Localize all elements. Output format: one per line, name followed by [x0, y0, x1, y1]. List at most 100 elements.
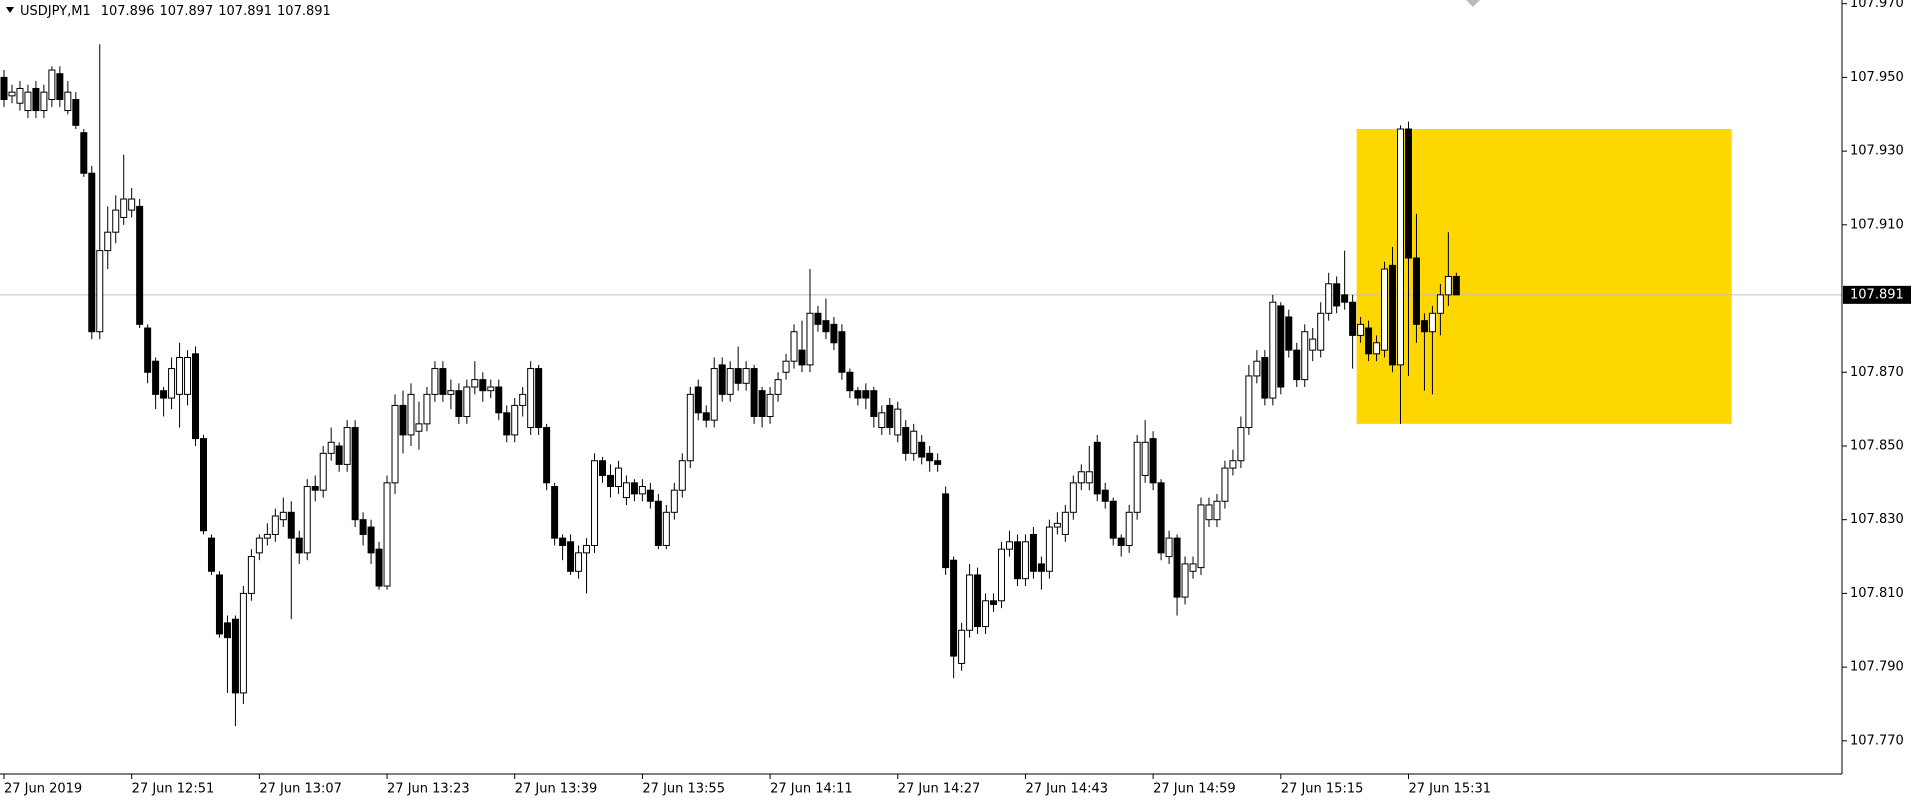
candle-body — [48, 69, 56, 101]
candle-body — [327, 441, 335, 454]
x-tick-label: 27 Jun 15:31 — [1408, 782, 1491, 797]
candle-body — [1045, 526, 1053, 572]
candle-body — [168, 368, 176, 399]
candle-body — [144, 327, 152, 373]
candle-body — [231, 618, 239, 694]
marker — [1466, 0, 1480, 7]
candle-body — [1309, 338, 1317, 351]
candle-body — [255, 537, 263, 554]
candle-body — [718, 364, 726, 395]
candle-body — [950, 559, 958, 657]
candle-body — [1397, 128, 1404, 366]
candle-body — [998, 548, 1005, 602]
candle-body — [702, 412, 710, 421]
candle-body — [742, 368, 750, 384]
candle-body — [112, 209, 120, 233]
zone-rect — [1356, 129, 1732, 424]
candle-body — [551, 486, 559, 539]
x-tick-label: 27 Jun 13:55 — [642, 782, 725, 797]
header-high: 107.897 — [160, 4, 214, 19]
candle-body — [982, 600, 990, 628]
candle-body — [1077, 471, 1085, 484]
x-tick-label: 27 Jun 12:51 — [132, 782, 215, 797]
candle-body — [559, 537, 567, 546]
candle-body — [479, 379, 487, 392]
axes: 107.970 107.950 107.930 107.910 107.870 107.8… — [3, 0, 1911, 797]
candle-body — [1069, 482, 1077, 513]
header-low: 107.891 — [218, 4, 272, 19]
candle-body — [287, 511, 295, 539]
x-tick-label: 27 Jun 14:27 — [898, 782, 981, 797]
candle-body — [263, 533, 271, 539]
candle-body — [758, 390, 766, 417]
candle-body — [750, 368, 758, 417]
candle-body — [447, 390, 455, 395]
candle-body — [1333, 283, 1341, 307]
candle-body — [223, 622, 231, 639]
candle-body — [1412, 257, 1420, 325]
candle-body — [1189, 563, 1197, 572]
candle-body — [32, 87, 40, 112]
candle-body — [1149, 438, 1157, 484]
candle-body — [1452, 275, 1460, 296]
x-tick-label: 27 Jun 15:15 — [1281, 782, 1364, 797]
candle-body — [766, 393, 774, 417]
candle-body — [415, 423, 423, 432]
candle-body — [16, 87, 24, 104]
candle-body — [902, 427, 910, 454]
candle-body — [463, 386, 471, 417]
candle-body — [1157, 482, 1165, 554]
y-tick-label: 107.970 — [1850, 0, 1904, 11]
header-arrow — [6, 7, 14, 13]
candle-body — [878, 412, 886, 429]
candle-body — [439, 368, 447, 395]
candle-body — [1109, 500, 1117, 539]
candle-body — [1245, 375, 1253, 429]
candle-body — [1269, 301, 1277, 399]
candle-body — [64, 91, 72, 112]
candle-body — [215, 574, 223, 635]
candle-body — [359, 519, 367, 535]
candle-body — [271, 515, 279, 535]
candle-body — [319, 452, 327, 491]
candle-body — [1325, 283, 1333, 314]
candle-body — [88, 172, 96, 333]
candle-body — [1085, 471, 1093, 484]
candle-body — [1173, 537, 1181, 598]
y-tick-label: 107.810 — [1850, 586, 1904, 601]
candle-body — [343, 427, 351, 465]
candle-body — [838, 331, 846, 373]
candle-body — [974, 574, 982, 628]
candle-body — [1061, 511, 1069, 535]
candle-body — [694, 386, 702, 414]
candle-body — [160, 390, 168, 399]
y-tick-label: 107.950 — [1850, 70, 1904, 85]
candle-body — [311, 486, 319, 491]
candle-body — [670, 489, 678, 513]
candle-body — [686, 393, 694, 462]
candle-body — [383, 482, 391, 587]
candle-body — [1053, 522, 1061, 528]
candle-body — [870, 390, 878, 417]
candle-body — [1389, 264, 1397, 366]
candle-body — [104, 231, 112, 252]
candle-body — [120, 198, 128, 218]
candle-body — [966, 574, 974, 631]
candle-body — [543, 427, 551, 484]
candle-body — [8, 91, 16, 97]
candle-body — [399, 404, 407, 436]
candle-body — [207, 537, 215, 572]
header-open: 107.896 — [101, 4, 155, 19]
candle-body — [1373, 342, 1381, 355]
candle-body — [72, 99, 80, 126]
candle-body — [1237, 427, 1245, 462]
y-tick-label: 107.830 — [1850, 512, 1904, 527]
candle-body — [606, 474, 614, 488]
candle-body — [1013, 541, 1021, 580]
candle-body — [662, 511, 670, 546]
x-tick-label: 27 Jun 13:39 — [515, 782, 598, 797]
header-close: 107.891 — [277, 4, 331, 19]
candle-body — [774, 379, 782, 395]
candle-body — [303, 486, 311, 554]
